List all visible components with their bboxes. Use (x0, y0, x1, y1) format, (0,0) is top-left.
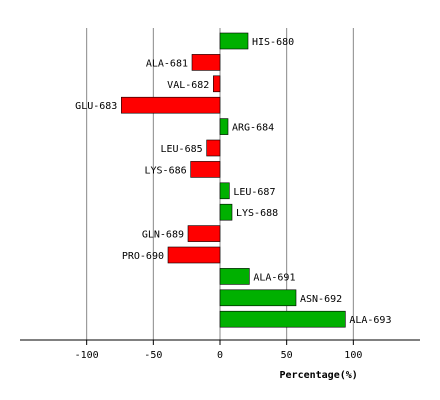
bar-val-682 (213, 75, 221, 93)
bar-label-glu-683: GLU-683 (75, 101, 117, 112)
bar-lys-686 (190, 161, 221, 178)
bar-his-680 (219, 32, 249, 50)
x-axis-ticks: -100 -50 0 50 100 (75, 340, 362, 361)
x-tick-label-1: -50 (144, 350, 162, 361)
bar-label-lys-688: LYS-688 (236, 208, 278, 219)
bar-ala-693 (219, 310, 346, 328)
bar-lys-688 (219, 203, 233, 221)
bar-label-ala-681: ALA-681 (146, 58, 188, 69)
bar-gln-689 (187, 225, 221, 242)
bar-label-gln-689: GLN-689 (142, 230, 184, 241)
bar-label-arg-684: ARG-684 (232, 123, 274, 134)
bar-leu-685 (206, 139, 221, 157)
bar-label-lys-686: LYS-686 (145, 165, 187, 176)
bars (121, 32, 346, 328)
x-axis-title: Percentage(%) (280, 370, 358, 381)
bar-labels: HIS-680 ALA-681 VAL-682 GLU-683 ARG-684 LEU-6… (75, 37, 391, 326)
bar-leu-687 (219, 182, 230, 200)
bar-label-leu-687: LEU-687 (233, 187, 275, 198)
x-tick-label-4: 100 (344, 350, 362, 361)
bar-asn-692 (219, 289, 297, 307)
bar-label-ala-691: ALA-691 (253, 272, 295, 283)
x-tick-label-0: -100 (75, 350, 99, 361)
bar-label-his-680: HIS-680 (252, 37, 294, 48)
x-tick-label-2: 0 (217, 350, 223, 361)
bar-label-leu-685: LEU-685 (161, 144, 203, 155)
bar-arg-684 (219, 118, 229, 135)
bar-label-pro-690: PRO-690 (122, 251, 164, 262)
bar-label-asn-692: ASN-692 (300, 294, 342, 305)
bar-glu-683 (121, 96, 221, 114)
bar-ala-681 (191, 54, 221, 71)
x-tick-label-3: 50 (281, 350, 293, 361)
bar-pro-690 (167, 246, 221, 264)
bar-ala-691 (219, 268, 250, 285)
bar-label-val-682: VAL-682 (167, 80, 209, 91)
bar-label-ala-693: ALA-693 (349, 315, 391, 326)
